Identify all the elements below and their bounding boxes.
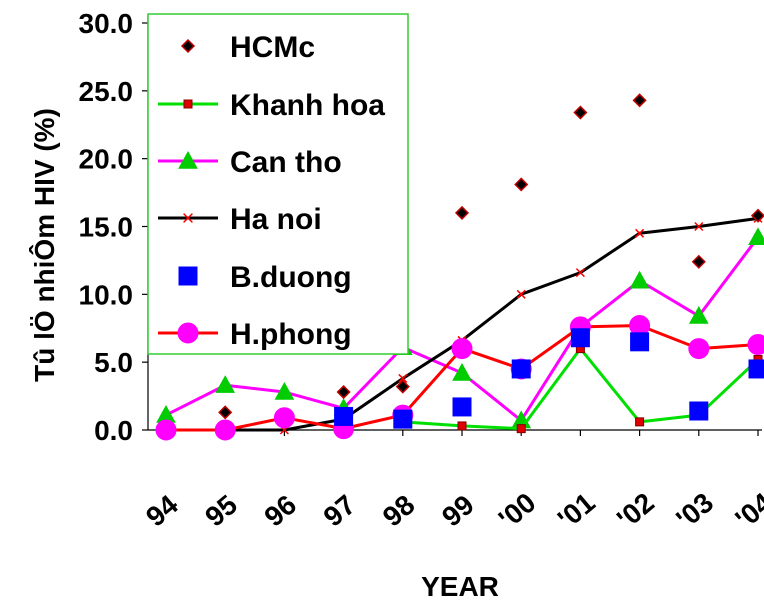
data-point xyxy=(575,268,585,278)
y-tick-label: 15.0 xyxy=(79,212,134,243)
data-point xyxy=(688,338,710,360)
x-tick-label: '00 xyxy=(493,487,542,535)
data-point xyxy=(183,99,193,109)
legend-label: B.duong xyxy=(230,261,352,294)
legend-label: H.phong xyxy=(230,318,352,351)
legend-label: Khanh hoa xyxy=(230,89,385,122)
legend-box xyxy=(147,13,409,355)
data-point xyxy=(398,373,408,383)
legend-label: HCMc xyxy=(230,31,315,64)
data-point xyxy=(452,362,472,381)
data-point xyxy=(155,419,177,441)
x-tick-label: 94 xyxy=(140,489,184,533)
y-tick-label: 25.0 xyxy=(79,76,134,107)
data-point xyxy=(178,266,198,286)
data-point xyxy=(511,359,531,379)
x-tick-label: '01 xyxy=(552,487,601,535)
data-point xyxy=(750,208,764,223)
x-tick-label: 97 xyxy=(318,489,362,533)
data-point xyxy=(178,150,198,169)
legend-items: HCMc Khanh hoa Can tho Ha noi B.duong H.phong xyxy=(158,31,385,351)
legend-entry: Can tho xyxy=(158,146,342,179)
data-point xyxy=(457,421,467,431)
data-point xyxy=(334,406,354,426)
data-point xyxy=(629,270,650,289)
legend: HCMc Khanh hoa Can tho Ha noi B.duong H.phong xyxy=(147,13,409,355)
data-point xyxy=(573,105,588,120)
data-point xyxy=(274,381,295,400)
legend-entry: B.duong xyxy=(178,261,352,294)
data-point xyxy=(635,228,645,238)
data-point xyxy=(215,375,236,393)
x-tick-label: 98 xyxy=(377,489,421,533)
data-point xyxy=(214,419,236,441)
data-point xyxy=(183,213,193,223)
data-point xyxy=(451,338,473,360)
y-tick-label: 5.0 xyxy=(94,347,133,378)
series-hcmc xyxy=(218,93,764,420)
data-point xyxy=(630,332,650,352)
data-point xyxy=(516,289,526,299)
legend-entry: Khanh hoa xyxy=(158,89,385,122)
data-point xyxy=(635,417,645,427)
x-tick-label: 95 xyxy=(199,489,243,533)
legend-entry: HCMc xyxy=(180,31,315,64)
legend-entry: Ha noi xyxy=(158,203,322,236)
data-point xyxy=(180,38,196,54)
data-point xyxy=(747,334,764,356)
y-tick-label: 0.0 xyxy=(94,415,133,446)
data-point xyxy=(688,306,709,324)
data-point xyxy=(748,227,764,246)
data-point xyxy=(336,384,351,400)
data-point xyxy=(395,379,410,394)
x-tick-label: '04 xyxy=(729,486,764,534)
data-point xyxy=(694,221,704,232)
legend-label: Can tho xyxy=(230,146,342,179)
x-tick-label: '02 xyxy=(611,487,660,535)
data-point xyxy=(689,401,709,421)
data-point xyxy=(452,397,472,417)
data-point xyxy=(748,359,764,379)
x-tick-label: '03 xyxy=(670,487,719,535)
y-tick-label: 30.0 xyxy=(79,8,134,39)
y-axis-title: Tû lÖ nhiÔm HIV (%) xyxy=(28,108,60,382)
series-b-duong xyxy=(334,328,764,429)
data-point xyxy=(570,328,590,348)
x-axis-title: YEAR xyxy=(421,571,499,602)
x-tick-label: 99 xyxy=(436,489,480,533)
data-point xyxy=(516,424,526,434)
data-point xyxy=(393,409,413,429)
legend-label: Ha noi xyxy=(230,203,322,236)
data-point xyxy=(454,205,470,220)
x-tick-label: 96 xyxy=(258,489,302,533)
legend-entry: H.phong xyxy=(158,318,352,351)
data-point xyxy=(514,177,529,192)
data-point xyxy=(632,93,647,108)
data-point xyxy=(691,254,706,269)
data-point xyxy=(273,407,295,429)
data-point xyxy=(177,322,199,344)
y-tick-label: 20.0 xyxy=(79,144,134,175)
data-point xyxy=(218,405,233,420)
series-layer xyxy=(155,93,764,441)
y-tick-label: 10.0 xyxy=(79,279,134,310)
